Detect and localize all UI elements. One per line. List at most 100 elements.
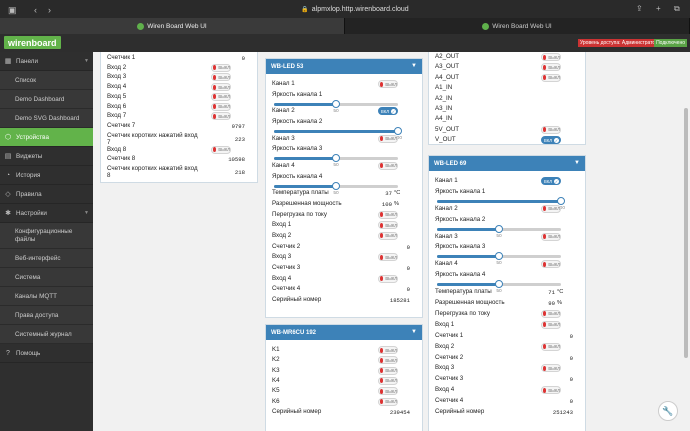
sidebar-item-demo-svg-dashboard[interactable]: Demo SVG Dashboard xyxy=(0,109,93,128)
sidebar-item-demo-dashboard[interactable]: Demo Dashboard xyxy=(0,90,93,109)
sidebar-item-devices[interactable]: ⬡ Устройства xyxy=(0,128,93,147)
sidebar-item-settings[interactable]: ✱ Настройки ▼ xyxy=(0,204,93,223)
toggle-switch-on[interactable]: ✓ ВКЛ xyxy=(541,177,561,185)
sidebar-item-label: Системный журнал xyxy=(15,330,72,338)
control-label: K6 xyxy=(272,397,280,405)
chevron-down-icon[interactable]: ▼ xyxy=(411,63,417,69)
sidebar-item-list[interactable]: Список xyxy=(0,71,93,90)
toggle-switch-off[interactable]: ВЫКЛ xyxy=(378,376,398,385)
sidebar-item-access-rights[interactable]: Права доступа xyxy=(0,306,93,325)
slider-fill xyxy=(274,102,336,106)
toggle-switch-off[interactable]: ВЫКЛ xyxy=(211,63,231,72)
share-icon[interactable]: ⇪ xyxy=(636,4,643,13)
toggle-switch-off[interactable]: ВЫКЛ xyxy=(541,260,561,269)
toggle-switch-off[interactable]: ВЫКЛ xyxy=(378,346,398,354)
slider-thumb[interactable] xyxy=(495,224,503,233)
sidebar-item-system[interactable]: Система xyxy=(0,268,93,287)
slider-thumb[interactable] xyxy=(557,196,565,205)
toggle-switch-off[interactable]: ВЫКЛ xyxy=(378,134,398,143)
brightness-slider[interactable]: 50 xyxy=(437,252,561,266)
scrollbar[interactable] xyxy=(684,108,688,358)
sidebar-toggle-icon[interactable]: ▣ xyxy=(8,5,17,15)
toggle-switch-off[interactable]: ВЫКЛ xyxy=(541,204,561,213)
toggle-switch-off[interactable]: ВЫКЛ xyxy=(541,232,561,241)
toggle-switch-off[interactable]: ВЫКЛ xyxy=(378,356,398,365)
brightness-slider[interactable]: 50 xyxy=(274,181,398,196)
check-icon: ✓ xyxy=(554,178,559,184)
control-row: Канал 3 xyxy=(266,135,422,145)
control-label: Серийный номер xyxy=(272,407,322,415)
sidebar-item-dashboards[interactable]: ▦ Панели ▼ xyxy=(0,52,93,71)
logo[interactable]: wirenboard xyxy=(4,36,61,49)
toggle-switch-off[interactable]: ВЫКЛ xyxy=(211,112,231,121)
toggle-switch-off[interactable]: ВЫКЛ xyxy=(378,80,398,88)
slider-thumb[interactable] xyxy=(332,154,340,163)
toggle-switch-off[interactable]: ВЫКЛ xyxy=(211,83,231,92)
toggle-switch-off[interactable]: ВЫКЛ xyxy=(378,274,398,283)
control-label: Яркость канала 1 xyxy=(272,90,323,98)
slider-thumb[interactable] xyxy=(332,181,340,190)
panel-header[interactable]: WB-LED 69 ▼ xyxy=(429,156,585,171)
slider-thumb[interactable] xyxy=(495,252,503,261)
tab-overview-icon[interactable]: ⧉ xyxy=(674,4,680,13)
sidebar-item-config-files[interactable]: Конфигурационные файлы xyxy=(0,223,93,249)
toggle-switch-on[interactable]: ✓ ВКЛ xyxy=(378,107,398,116)
toggle-switch-off[interactable]: ВЫКЛ xyxy=(541,386,561,395)
panel-header[interactable]: WB-LED 53 ▼ xyxy=(266,59,422,74)
sidebar-item-mqtt-channels[interactable]: Каналы MQTT xyxy=(0,287,93,306)
control-label: Яркость канала 3 xyxy=(435,243,486,251)
toggle-switch-off[interactable]: ВЫКЛ xyxy=(378,253,398,262)
toggle-switch-off[interactable]: ВЫКЛ xyxy=(211,102,231,111)
slider-thumb[interactable] xyxy=(394,126,402,135)
toggle-switch-off[interactable]: ВЫКЛ xyxy=(541,320,561,329)
sidebar-item-web-ui[interactable]: Веб-интерфейс xyxy=(0,249,93,268)
toggle-switch-off[interactable]: ВЫКЛ xyxy=(541,53,561,61)
forward-icon[interactable]: › xyxy=(48,5,51,15)
brightness-slider[interactable]: 100 xyxy=(274,126,402,141)
sidebar-item-rules[interactable]: ◇ Правила xyxy=(0,185,93,204)
switch-label: ВЫКЛ xyxy=(218,94,230,100)
brightness-slider[interactable]: 50 xyxy=(274,154,398,168)
toggle-switch-off[interactable]: ВЫКЛ xyxy=(541,342,561,351)
browser-tab[interactable]: Wiren Board Web UI xyxy=(345,18,690,34)
sidebar-item-widgets[interactable]: ▤ Виджеты xyxy=(0,147,93,166)
sidebar-item-system-log[interactable]: Системный журнал xyxy=(0,325,93,344)
sidebar-item-label: Список xyxy=(15,76,36,84)
toggle-switch-off[interactable]: ВЫКЛ xyxy=(541,309,561,318)
toggle-switch-off[interactable]: ВЫКЛ xyxy=(378,387,398,396)
toggle-switch-off[interactable]: ВЫКЛ xyxy=(541,63,561,72)
brightness-slider[interactable]: 50 xyxy=(274,99,398,114)
toggle-switch-off[interactable]: ВЫКЛ xyxy=(378,221,398,230)
brightness-slider[interactable]: 100 xyxy=(437,196,565,211)
power-off-icon xyxy=(380,276,384,282)
toggle-switch-off[interactable]: ВЫКЛ xyxy=(211,145,231,154)
back-icon[interactable]: ‹ xyxy=(34,5,37,15)
brightness-slider[interactable]: 50 xyxy=(437,224,561,239)
chevron-down-icon[interactable]: ▼ xyxy=(574,160,580,166)
new-tab-icon[interactable]: + xyxy=(656,4,661,13)
toggle-switch-off[interactable]: ВЫКЛ xyxy=(541,125,561,134)
toggle-switch-off[interactable]: ВЫКЛ xyxy=(378,231,398,240)
slider-thumb[interactable] xyxy=(332,99,340,108)
toggle-switch-off[interactable]: ВЫКЛ xyxy=(211,73,231,82)
sidebar-item-history[interactable]: ◔ История xyxy=(0,166,93,185)
toggle-switch-off[interactable]: ВЫКЛ xyxy=(378,210,398,219)
toggle-switch-off[interactable]: ВЫКЛ xyxy=(378,366,398,375)
switch-label: ВЫКЛ xyxy=(548,206,560,212)
toggle-switch-on[interactable]: ✓ ВКЛ xyxy=(541,136,561,145)
slider-thumb[interactable] xyxy=(495,280,503,289)
sidebar-item-help[interactable]: ? Помощь xyxy=(0,344,93,363)
control-row: Перегрузка по току xyxy=(429,310,585,320)
panel-header[interactable]: WB-MR6CU 192 ▼ xyxy=(266,325,422,340)
toggle-switch-off[interactable]: ВЫКЛ xyxy=(378,397,398,406)
chevron-down-icon[interactable]: ▼ xyxy=(411,329,417,335)
switch-label: ВЫКЛ xyxy=(385,399,397,404)
browser-tab[interactable]: Wiren Board Web UI xyxy=(0,18,345,34)
brightness-slider[interactable]: 50 xyxy=(437,280,561,294)
toggle-switch-off[interactable]: ВЫКЛ xyxy=(378,161,398,170)
toggle-switch-off[interactable]: ВЫКЛ xyxy=(541,73,561,82)
wrench-icon[interactable]: 🔧 xyxy=(658,401,678,421)
toggle-switch-off[interactable]: ВЫКЛ xyxy=(541,364,561,373)
address-bar[interactable]: 🔒 alpmxlop.http.wirenboard.cloud xyxy=(255,3,455,15)
toggle-switch-off[interactable]: ВЫКЛ xyxy=(211,92,231,101)
